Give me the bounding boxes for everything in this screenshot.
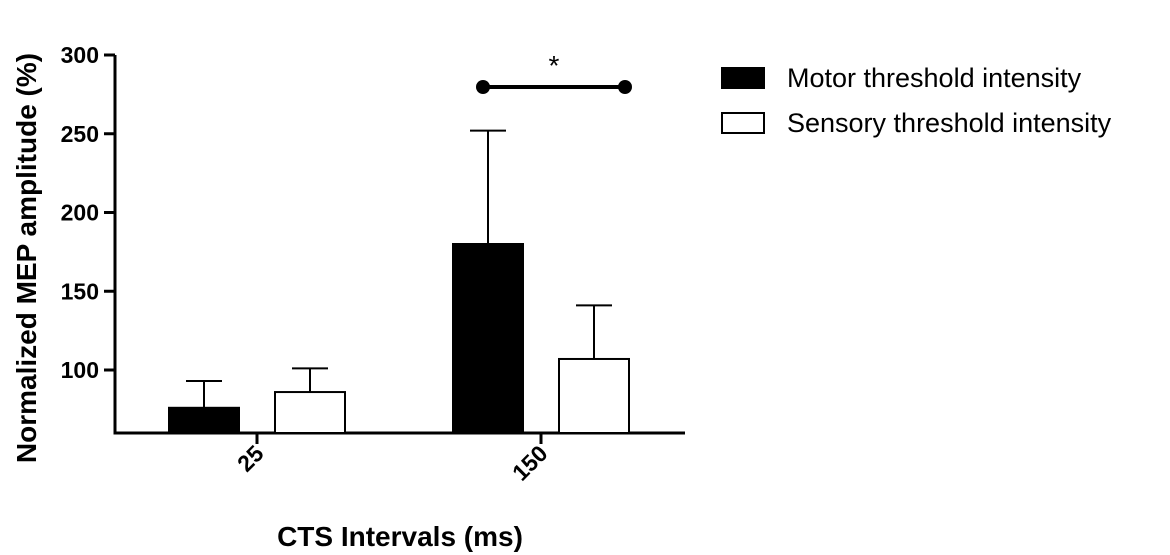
x-axis-label: CTS Intervals (ms) — [277, 521, 523, 552]
y-tick-label: 150 — [61, 278, 99, 304]
significance-endpoint — [618, 80, 632, 94]
legend: Motor threshold intensity Sensory thresho… — [722, 63, 1112, 138]
x-axis: 25 150 — [114, 433, 686, 486]
bar — [559, 359, 629, 433]
legend-label: Motor threshold intensity — [787, 63, 1082, 93]
y-tick-label: 200 — [61, 200, 99, 226]
significance-marker: * — [476, 50, 632, 94]
legend-swatch — [722, 68, 764, 88]
error-bars — [186, 131, 612, 408]
x-tick-label: 25 — [232, 440, 269, 477]
bar — [275, 392, 345, 433]
significance-label: * — [549, 50, 560, 81]
bars — [169, 244, 629, 433]
bar — [453, 244, 523, 433]
significance-endpoint — [476, 80, 490, 94]
y-axis: 100 150 200 250 300 — [61, 42, 115, 435]
legend-label: Sensory threshold intensity — [787, 108, 1112, 138]
y-tick-label: 100 — [61, 357, 99, 383]
legend-swatch — [722, 113, 764, 133]
y-tick-label: 250 — [61, 121, 99, 147]
y-tick-label: 300 — [61, 42, 99, 68]
bar — [169, 408, 239, 433]
x-tick-label: 150 — [507, 440, 553, 486]
y-axis-label: Normalized MEP amplitude (%) — [11, 53, 42, 463]
